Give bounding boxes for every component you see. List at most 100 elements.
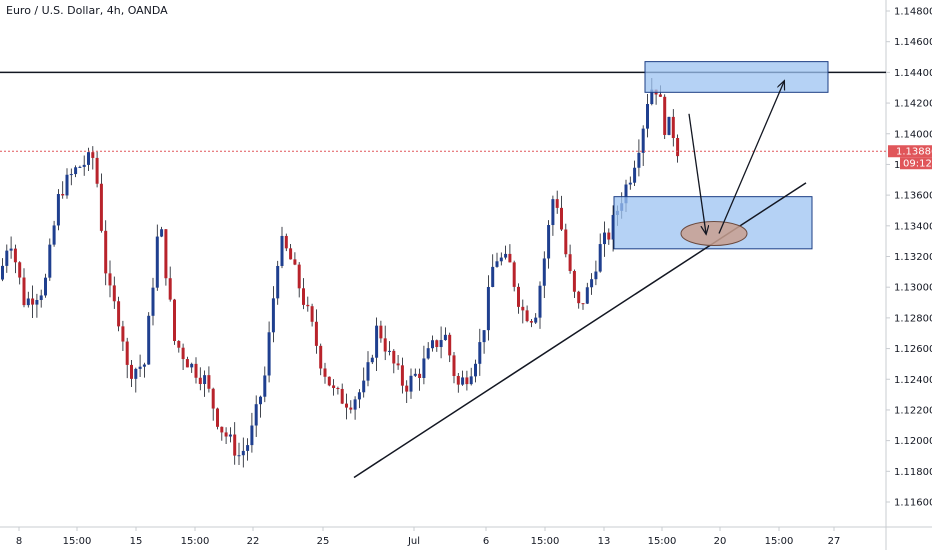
candle-body bbox=[125, 341, 129, 365]
candle-body bbox=[151, 287, 155, 316]
candle-body bbox=[310, 306, 314, 322]
y-tick-label: 1.11600 bbox=[894, 498, 932, 509]
candle-body bbox=[521, 306, 525, 311]
candle-body bbox=[637, 152, 641, 168]
candle-body bbox=[31, 298, 35, 305]
candle-body bbox=[486, 286, 490, 331]
candle-body bbox=[581, 303, 585, 305]
candle-body bbox=[26, 298, 30, 306]
candle-body bbox=[48, 244, 52, 278]
candle-body bbox=[443, 334, 447, 341]
candle-body bbox=[198, 377, 202, 385]
y-tick-label: 1.13200 bbox=[894, 252, 932, 263]
candle-body bbox=[91, 152, 95, 158]
candle-body bbox=[117, 301, 121, 327]
candle-body bbox=[641, 128, 645, 153]
candle-body bbox=[138, 366, 142, 369]
candle-body bbox=[271, 298, 275, 333]
candle-body bbox=[628, 182, 632, 185]
candle-body bbox=[624, 184, 628, 204]
candle-body bbox=[39, 295, 43, 301]
y-tick-label: 1.14200 bbox=[894, 99, 932, 110]
candle-body bbox=[112, 285, 116, 302]
candle-body bbox=[293, 259, 297, 265]
candle-body bbox=[56, 194, 60, 226]
current-price-label: 1.13886 09:12 bbox=[888, 145, 932, 170]
candle-body bbox=[426, 348, 430, 359]
candle-body bbox=[611, 214, 615, 240]
candle-body bbox=[388, 350, 391, 352]
candle-body bbox=[482, 330, 486, 343]
candle-body bbox=[551, 199, 555, 226]
candle-body bbox=[349, 407, 353, 410]
candle-body bbox=[44, 277, 47, 296]
candles-group bbox=[1, 78, 680, 468]
candle-body bbox=[465, 377, 469, 385]
candle-body bbox=[87, 152, 90, 165]
candle-body bbox=[185, 359, 189, 368]
candle-body bbox=[216, 408, 219, 427]
down-arrow[interactable] bbox=[688, 113, 706, 234]
candle-body bbox=[560, 207, 563, 230]
candle-body bbox=[646, 104, 649, 129]
upper-supply-zone[interactable] bbox=[644, 61, 829, 93]
candle-body bbox=[658, 94, 662, 97]
y-tick-label: 1.12600 bbox=[894, 344, 932, 355]
candle-body bbox=[534, 317, 538, 323]
candle-body bbox=[499, 257, 503, 262]
candle-body bbox=[190, 363, 194, 368]
candle-body bbox=[35, 300, 39, 305]
candle-body bbox=[383, 338, 387, 352]
candle-body bbox=[332, 385, 336, 389]
candle-body bbox=[633, 167, 637, 183]
candle-body bbox=[207, 375, 211, 389]
candle-body bbox=[469, 376, 473, 385]
candle-body bbox=[323, 368, 327, 377]
candle-body bbox=[241, 450, 245, 456]
candle-body bbox=[254, 404, 258, 426]
candle-body bbox=[456, 375, 460, 385]
candle-body bbox=[452, 355, 456, 376]
x-tick-label: 6 bbox=[483, 536, 489, 547]
candle-body bbox=[168, 278, 172, 300]
candle-body bbox=[542, 258, 546, 286]
candle-body bbox=[297, 264, 301, 289]
candle-body bbox=[400, 365, 404, 386]
y-tick-label: 1.13600 bbox=[894, 191, 932, 202]
candle-body bbox=[74, 167, 78, 175]
y-tick-label: 1.12800 bbox=[894, 313, 932, 324]
candle-body bbox=[95, 157, 99, 184]
candle-body bbox=[603, 232, 606, 245]
y-axis-ticks: 1.14800 1.14600 1.14400 1.14200 1.14000 1.138… bbox=[886, 7, 932, 509]
candle-body bbox=[1, 265, 4, 280]
candle-body bbox=[431, 340, 434, 349]
x-tick-label: 15 bbox=[130, 536, 143, 547]
candle-body bbox=[108, 273, 112, 286]
candle-body bbox=[529, 321, 533, 323]
y-tick-label: 1.13000 bbox=[894, 283, 932, 294]
candle-body bbox=[345, 403, 348, 408]
up-arrow[interactable] bbox=[718, 82, 784, 234]
candle-body bbox=[177, 341, 181, 348]
candle-body bbox=[547, 225, 551, 259]
candle-body bbox=[306, 304, 310, 307]
x-tick-label: 27 bbox=[828, 536, 841, 547]
svg-text:09:12: 09:12 bbox=[903, 159, 932, 170]
candle-body bbox=[508, 253, 512, 263]
candle-body bbox=[439, 340, 443, 348]
x-tick-label: 20 bbox=[714, 536, 727, 547]
candle-body bbox=[572, 270, 576, 292]
candle-body bbox=[250, 425, 254, 446]
x-tick-label: 15:00 bbox=[63, 536, 92, 547]
x-tick-label: 15:00 bbox=[181, 536, 210, 547]
target-ellipse[interactable] bbox=[680, 220, 748, 246]
candle-body bbox=[267, 332, 271, 376]
x-axis-ticks: 8 15:00 15 15:00 22 25 Jul 6 15:00 13 15:00 20 15:00… bbox=[16, 527, 841, 547]
candle-body bbox=[142, 364, 146, 367]
candle-body bbox=[147, 315, 151, 365]
candle-body bbox=[99, 183, 103, 231]
candle-body bbox=[61, 194, 65, 196]
candle-body bbox=[78, 166, 82, 168]
